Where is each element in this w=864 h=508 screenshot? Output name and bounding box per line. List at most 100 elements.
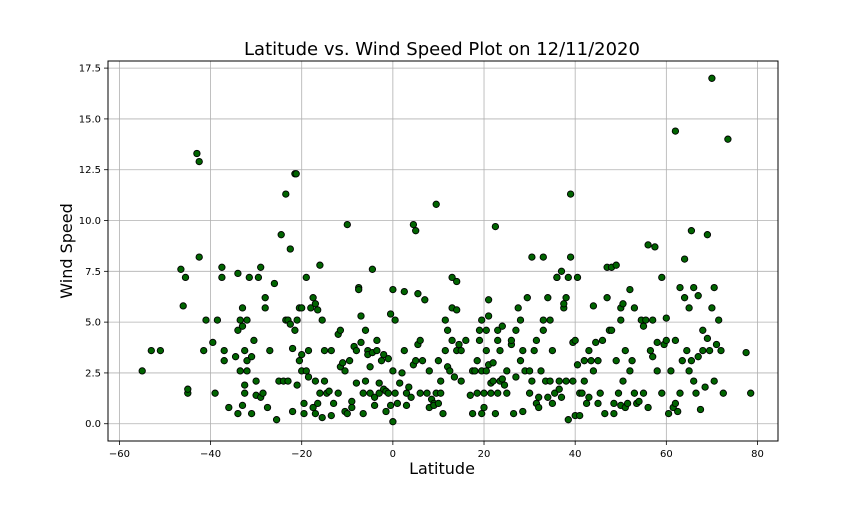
data-point bbox=[441, 316, 449, 324]
data-point bbox=[352, 379, 361, 387]
data-point bbox=[512, 373, 520, 381]
data-point bbox=[480, 389, 488, 397]
data-point bbox=[407, 393, 415, 401]
data-point bbox=[594, 399, 602, 408]
data-point bbox=[482, 367, 490, 375]
data-point bbox=[412, 227, 420, 235]
data-point bbox=[375, 379, 383, 387]
data-point bbox=[434, 357, 443, 365]
data-point bbox=[685, 304, 693, 312]
data-point bbox=[582, 399, 591, 408]
data-point bbox=[498, 375, 506, 383]
data-point bbox=[352, 346, 361, 355]
data-point bbox=[708, 74, 716, 82]
data-point bbox=[507, 336, 516, 345]
data-point bbox=[653, 367, 661, 375]
data-point bbox=[639, 389, 648, 397]
data-point bbox=[348, 397, 356, 406]
data-point bbox=[302, 273, 310, 282]
data-point bbox=[690, 377, 698, 385]
data-point bbox=[564, 273, 572, 282]
data-point bbox=[585, 393, 593, 401]
data-point bbox=[478, 409, 486, 418]
data-point bbox=[238, 304, 247, 312]
data-point bbox=[690, 283, 698, 292]
data-point bbox=[370, 401, 379, 410]
data-point bbox=[209, 338, 217, 347]
data-point bbox=[259, 389, 267, 397]
data-point bbox=[243, 357, 251, 365]
data-point bbox=[179, 302, 187, 310]
data-point bbox=[594, 357, 602, 365]
data-point bbox=[546, 316, 554, 324]
data-point bbox=[482, 346, 490, 355]
data-point bbox=[478, 316, 486, 324]
data-point bbox=[292, 170, 300, 178]
x-tick-label: 80 bbox=[751, 449, 764, 460]
data-point bbox=[587, 357, 595, 365]
data-point bbox=[646, 346, 655, 355]
data-point bbox=[334, 389, 342, 397]
data-point bbox=[639, 322, 648, 330]
data-point bbox=[231, 353, 240, 361]
data-point bbox=[701, 383, 709, 391]
data-point bbox=[457, 346, 465, 355]
data-point bbox=[546, 377, 554, 385]
data-point bbox=[498, 322, 506, 330]
data-point bbox=[457, 377, 465, 385]
x-tick-label: 20 bbox=[478, 449, 491, 460]
y-axis-ticks: 0.0 2.5 5.0 7.5 10.0 12.5 15.0 17.5 bbox=[79, 64, 108, 430]
data-point bbox=[462, 336, 470, 345]
data-point bbox=[441, 346, 449, 355]
data-point bbox=[327, 346, 335, 355]
data-point bbox=[409, 220, 418, 229]
data-point bbox=[539, 326, 547, 334]
data-point bbox=[532, 336, 541, 345]
data-point bbox=[418, 357, 427, 365]
data-point bbox=[225, 403, 233, 412]
data-point bbox=[598, 336, 607, 345]
data-point bbox=[425, 367, 433, 375]
data-point bbox=[692, 389, 700, 397]
data-point bbox=[489, 377, 497, 385]
data-point bbox=[475, 326, 484, 334]
data-point bbox=[380, 350, 388, 359]
data-point bbox=[298, 350, 306, 359]
data-point bbox=[234, 326, 242, 334]
data-point bbox=[254, 273, 263, 282]
data-point bbox=[300, 409, 308, 418]
data-point bbox=[293, 381, 301, 389]
data-point bbox=[678, 357, 686, 365]
data-point bbox=[361, 377, 370, 385]
data-point bbox=[626, 285, 634, 294]
data-point bbox=[181, 273, 190, 282]
data-point bbox=[528, 377, 536, 385]
data-point bbox=[314, 306, 322, 314]
data-point bbox=[156, 346, 165, 355]
data-point bbox=[503, 367, 511, 375]
data-point bbox=[202, 316, 210, 324]
data-point bbox=[247, 409, 256, 418]
data-point bbox=[391, 316, 399, 324]
y-tick-label: 17.5 bbox=[79, 64, 101, 75]
data-point bbox=[282, 190, 290, 198]
data-point bbox=[453, 277, 461, 286]
data-point bbox=[573, 361, 582, 369]
data-point bbox=[193, 149, 201, 158]
data-point bbox=[610, 399, 618, 408]
data-point bbox=[662, 336, 670, 345]
data-point bbox=[612, 261, 620, 269]
data-point bbox=[414, 290, 422, 298]
data-point bbox=[512, 326, 520, 334]
data-point bbox=[649, 353, 657, 361]
data-point bbox=[475, 336, 484, 345]
data-point bbox=[537, 367, 545, 375]
data-point bbox=[699, 346, 707, 355]
data-point bbox=[245, 273, 253, 282]
data-point bbox=[742, 348, 750, 357]
data-point bbox=[471, 367, 479, 375]
y-tick-label: 0.0 bbox=[85, 419, 101, 430]
data-point bbox=[607, 326, 616, 334]
data-point bbox=[370, 393, 379, 401]
data-point bbox=[309, 403, 317, 412]
